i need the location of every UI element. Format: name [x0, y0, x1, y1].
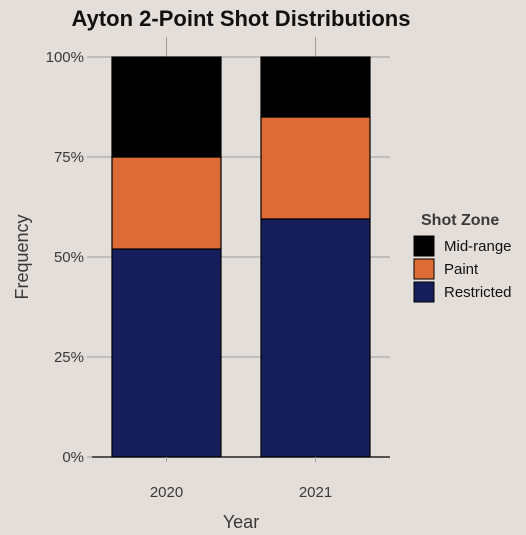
legend-label-paint: Paint [444, 261, 479, 278]
x-axis-title: Year [223, 512, 259, 532]
bar-paint-2020 [111, 156, 222, 250]
y-tick-label: 50% [54, 249, 84, 266]
y-axis-title: Frequency [12, 214, 32, 299]
bar-mid-range-2021 [260, 56, 371, 118]
x-tick-label: 2021 [299, 484, 332, 501]
legend-label-restricted: Restricted [444, 284, 512, 301]
axes: 0% 25% 50% 75% 100% 2020 2021 [46, 49, 390, 501]
legend-swatch-paint [413, 258, 435, 280]
legend-title: Shot Zone [421, 212, 499, 229]
legend: Shot Zone Mid-range Paint Restricted [413, 212, 512, 303]
bar-paint-2021 [260, 116, 371, 220]
y-tick-label: 0% [62, 449, 84, 466]
y-tick-label: 25% [54, 349, 84, 366]
legend-swatch-restricted [413, 281, 435, 303]
bar-mid-range-2020 [111, 56, 222, 158]
legend-items: Mid-range Paint Restricted [413, 235, 512, 303]
bar-restricted-2021 [260, 218, 371, 458]
legend-swatch-mid-range [413, 235, 435, 257]
chart-title: Ayton 2-Point Shot Distributions [72, 6, 411, 31]
y-tick-label: 75% [54, 149, 84, 166]
y-tick-label: 100% [46, 49, 84, 66]
bars [111, 56, 371, 458]
x-tick-label: 2020 [150, 484, 183, 501]
bar-restricted-2020 [111, 248, 222, 458]
legend-label-mid-range: Mid-range [444, 238, 512, 255]
